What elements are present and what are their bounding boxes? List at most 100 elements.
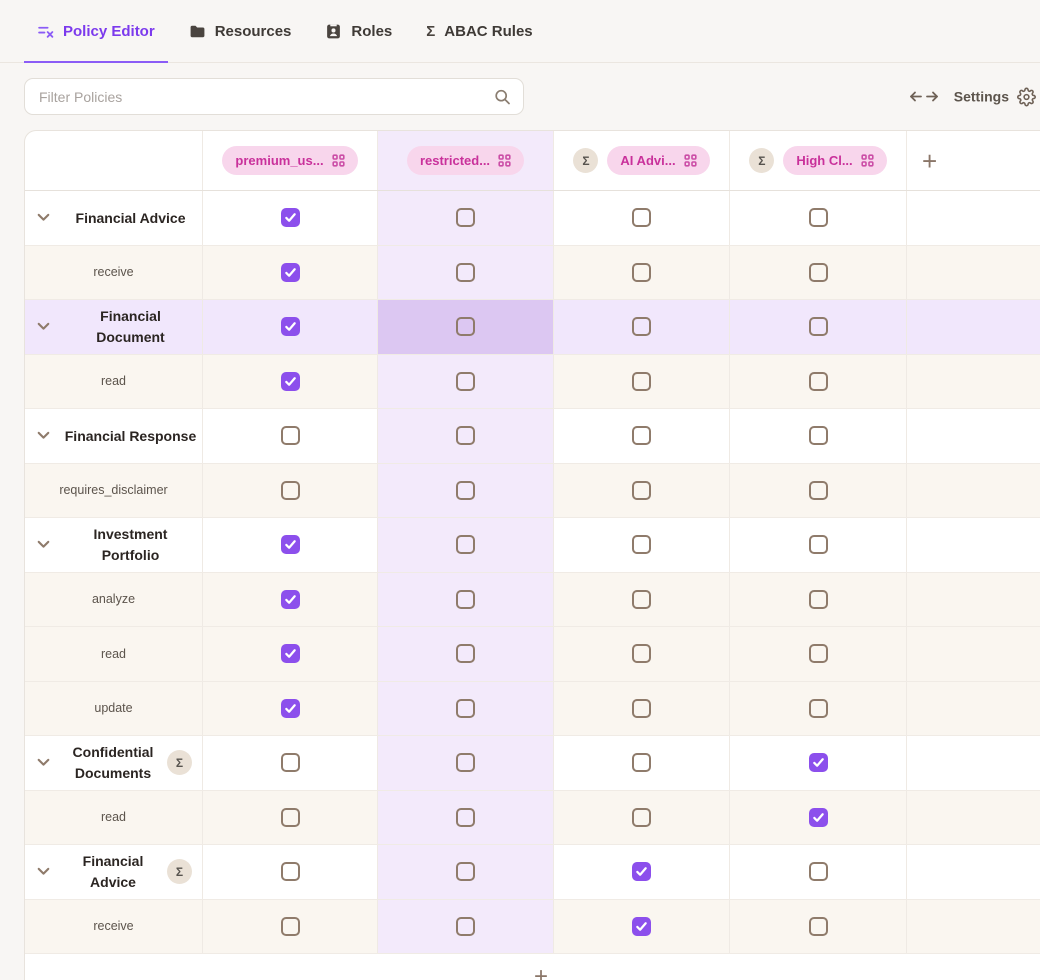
resource-label: Financial Response [64, 427, 197, 444]
chevron-down-icon[interactable] [35, 209, 52, 226]
checkbox-unchecked[interactable] [808, 862, 828, 882]
checkbox-unchecked[interactable] [632, 644, 651, 664]
checkbox-checked[interactable] [280, 589, 300, 609]
chevron-down-icon[interactable] [35, 754, 52, 771]
checkbox-unchecked[interactable] [808, 208, 828, 228]
checkbox-unchecked[interactable] [808, 480, 828, 500]
checkbox-checked[interactable] [280, 644, 300, 664]
settings-button[interactable]: Settings [954, 87, 1036, 106]
column-header-premium-us: premium_us... [203, 131, 378, 190]
arrows-left-right-icon[interactable] [909, 90, 939, 104]
filter-policies-input[interactable] [24, 78, 524, 115]
resource-row-financial-advice: Financial Advice [25, 191, 1040, 246]
filter-wrap [24, 78, 524, 115]
checkbox-unchecked[interactable] [456, 371, 475, 391]
toolbar: Settings [0, 63, 1040, 130]
checkbox-unchecked[interactable] [632, 208, 651, 228]
matrix-footer: + [25, 954, 1040, 980]
checkbox-unchecked[interactable] [632, 426, 651, 446]
checkbox-unchecked[interactable] [280, 480, 300, 500]
checkbox-unchecked[interactable] [456, 317, 475, 337]
checkbox-checked[interactable] [280, 371, 300, 391]
checkbox-unchecked[interactable] [632, 262, 651, 282]
checkbox-unchecked[interactable] [456, 862, 475, 882]
checkbox-unchecked[interactable] [456, 753, 475, 773]
checkbox-unchecked[interactable] [280, 862, 300, 882]
checkbox-unchecked[interactable] [808, 916, 828, 936]
chevron-down-icon[interactable] [35, 427, 52, 444]
sigma-badge[interactable]: Σ [749, 148, 775, 173]
sigma-badge[interactable]: Σ [573, 148, 599, 173]
checkbox-unchecked[interactable] [280, 916, 300, 936]
checkbox-unchecked[interactable] [632, 371, 651, 391]
checkbox-unchecked[interactable] [632, 807, 651, 827]
checkbox-checked[interactable] [632, 862, 651, 882]
tab-abac-rules[interactable]: Σ ABAC Rules [413, 0, 545, 62]
add-resource-button[interactable]: + [533, 963, 548, 980]
checkbox-unchecked[interactable] [632, 753, 651, 773]
checkbox-unchecked[interactable] [280, 807, 300, 827]
checkbox-checked[interactable] [280, 317, 300, 337]
add-column-button[interactable]: + [922, 145, 938, 176]
checkbox-unchecked[interactable] [456, 480, 475, 500]
checkbox-unchecked[interactable] [456, 807, 475, 827]
tab-policy-editor[interactable]: Policy Editor [24, 0, 168, 63]
checkbox-unchecked[interactable] [456, 535, 475, 555]
grip-icon[interactable] [498, 154, 511, 167]
checkbox-checked[interactable] [808, 753, 828, 773]
checkbox-unchecked[interactable] [808, 644, 828, 664]
checkbox-checked[interactable] [280, 535, 300, 555]
checkbox-unchecked[interactable] [632, 480, 651, 500]
grip-icon[interactable] [331, 154, 345, 167]
role-chip-restricted[interactable]: restricted... [406, 146, 525, 175]
checkbox-checked[interactable] [280, 208, 300, 228]
checkbox-unchecked[interactable] [280, 426, 300, 446]
checkbox-checked[interactable] [280, 262, 300, 282]
permission-cell [554, 518, 730, 572]
checkbox-checked[interactable] [280, 698, 300, 718]
checkbox-checked[interactable] [632, 916, 651, 936]
checkbox-checked[interactable] [808, 807, 828, 827]
checkbox-unchecked[interactable] [632, 317, 651, 337]
role-chip-ai-advi[interactable]: AI Advi... [607, 146, 710, 175]
checkbox-unchecked[interactable] [808, 698, 828, 718]
checkbox-unchecked[interactable] [632, 535, 651, 555]
resource-row-financial-advice: Financial Advice Σ [25, 845, 1040, 900]
permission-cell [730, 845, 907, 899]
role-chip-label: High Cl... [796, 153, 853, 168]
checkbox-unchecked[interactable] [456, 644, 475, 664]
empty-cell [907, 790, 1040, 844]
checkbox-unchecked[interactable] [808, 317, 828, 337]
search-icon[interactable] [494, 88, 511, 105]
checkbox-unchecked[interactable] [456, 426, 475, 446]
empty-cell [907, 627, 1040, 681]
resource-row-confidential-documents: Confidential Documents Σ [25, 736, 1040, 791]
checkbox-unchecked[interactable] [808, 371, 828, 391]
grip-icon[interactable] [683, 154, 697, 167]
checkbox-unchecked[interactable] [456, 916, 475, 936]
role-chip-premium-us[interactable]: premium_us... [222, 146, 358, 175]
checkbox-unchecked[interactable] [632, 589, 651, 609]
checkbox-unchecked[interactable] [456, 698, 475, 718]
tab-roles[interactable]: Roles [312, 0, 405, 62]
checkbox-unchecked[interactable] [456, 208, 475, 228]
sigma-badge[interactable]: Σ [167, 859, 192, 885]
checkbox-unchecked[interactable] [808, 535, 828, 555]
permission-cell [203, 463, 378, 517]
checkbox-unchecked[interactable] [808, 589, 828, 609]
role-chip-high-cl[interactable]: High Cl... [783, 146, 887, 175]
checkbox-unchecked[interactable] [456, 589, 475, 609]
tab-resources[interactable]: Resources [176, 0, 305, 62]
chevron-down-icon[interactable] [35, 536, 52, 553]
checkbox-unchecked[interactable] [808, 426, 828, 446]
chevron-down-icon[interactable] [35, 318, 52, 335]
permission-cell [378, 572, 554, 626]
sigma-badge[interactable]: Σ [167, 750, 192, 776]
checkbox-unchecked[interactable] [632, 698, 651, 718]
chevron-down-icon[interactable] [35, 863, 52, 880]
checkbox-unchecked[interactable] [808, 262, 828, 282]
checkbox-unchecked[interactable] [456, 262, 475, 282]
checkbox-unchecked[interactable] [280, 753, 300, 773]
grip-icon[interactable] [861, 154, 874, 167]
permission-cell [378, 736, 554, 790]
